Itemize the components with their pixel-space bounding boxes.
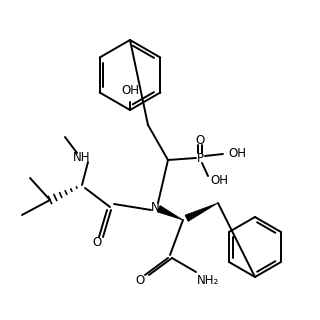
Text: O: O <box>92 236 102 249</box>
Polygon shape <box>185 203 218 221</box>
Text: N: N <box>151 201 159 213</box>
Text: OH: OH <box>228 147 246 159</box>
Text: NH: NH <box>73 150 91 164</box>
Text: NH₂: NH₂ <box>197 274 219 286</box>
Text: OH: OH <box>121 84 139 97</box>
Text: OH: OH <box>210 173 228 187</box>
Text: O: O <box>196 133 204 147</box>
Text: P: P <box>196 151 204 164</box>
Text: O: O <box>135 274 145 286</box>
Polygon shape <box>157 205 183 220</box>
